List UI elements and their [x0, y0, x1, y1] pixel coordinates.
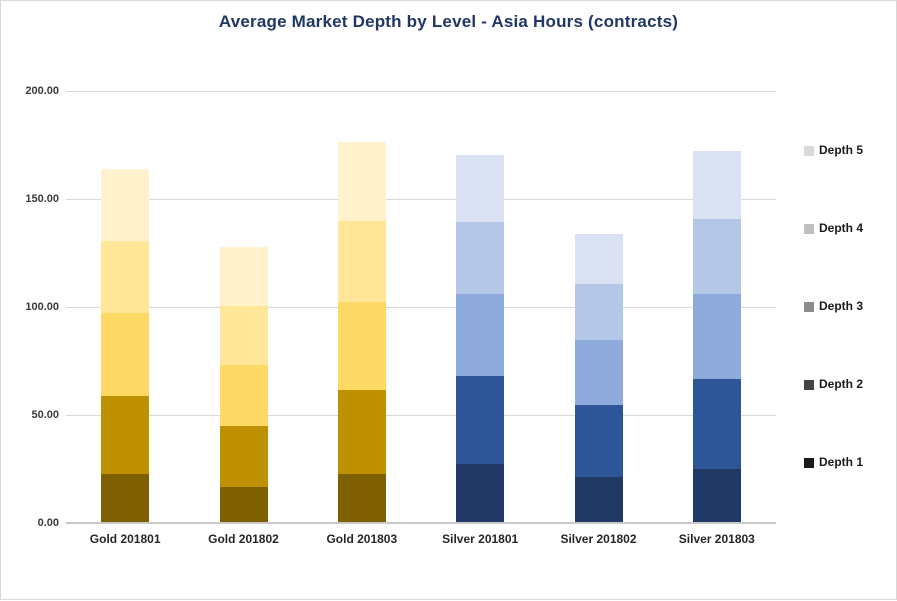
gold-201801-depth-4-segment — [101, 240, 150, 314]
gold-201801-depth-3-segment — [101, 313, 150, 397]
y-axis-tick-label: 200.00 — [25, 85, 59, 97]
silver-201801-depth-2-segment — [456, 376, 505, 464]
gold-201801-depth-1-segment — [101, 474, 150, 523]
legend-label: Depth 3 — [819, 299, 864, 313]
legend-label: Depth 5 — [819, 143, 864, 157]
silver-201801-depth-4-segment — [456, 221, 505, 295]
gridline — [66, 198, 776, 200]
x-axis-category-label: Silver 201802 — [560, 532, 637, 546]
gold-201803-depth-4-segment — [337, 221, 386, 303]
silver-201802-depth-4-segment — [574, 284, 623, 340]
gold-201801-depth-5-segment — [101, 169, 150, 241]
silver-201802-depth-5-segment — [574, 233, 623, 285]
legend-marker-icon — [804, 458, 814, 468]
legend-item-depth-4: Depth 4 — [804, 221, 894, 237]
legend-item-depth-1: Depth 1 — [804, 455, 894, 471]
gold-201802-depth-3-segment — [219, 364, 268, 427]
x-axis-category-label: Gold 201802 — [208, 532, 279, 546]
legend-marker-icon — [804, 302, 814, 312]
silver-201801-depth-3-segment — [456, 294, 505, 377]
legend-item-depth-2: Depth 2 — [804, 377, 894, 393]
x-axis-category-label: Gold 201801 — [89, 532, 161, 546]
silver-201802-depth-1-segment — [574, 477, 623, 523]
gridline — [66, 91, 776, 92]
gold-201802-depth-5-segment — [219, 247, 268, 306]
legend-marker-icon — [804, 146, 814, 156]
gold-201803-depth-5-segment — [337, 142, 386, 222]
silver-201801-depth-5-segment — [456, 154, 505, 222]
silver-201803-depth-4-segment — [692, 218, 741, 294]
gold-201802-depth-4-segment — [219, 305, 268, 365]
x-axis-category-label: Gold 201803 — [326, 532, 398, 546]
silver-201801-depth-1-segment — [456, 463, 505, 523]
gold-201802-depth-2-segment — [219, 426, 268, 487]
legend-marker-icon — [804, 224, 814, 234]
silver-201803-depth-3-segment — [692, 293, 741, 379]
chart-title: Average Market Depth by Level - Asia Hou… — [218, 12, 679, 31]
gold-201803-depth-1-segment — [337, 473, 386, 523]
x-axis-category-label: Silver 201803 — [678, 532, 755, 546]
y-axis-tick-label: 100.00 — [25, 300, 59, 313]
legend-item-depth-3: Depth 3 — [804, 299, 894, 315]
legend-label: Depth 2 — [819, 377, 864, 391]
silver-201803-depth-5-segment — [692, 150, 741, 219]
y-axis-tick-label: 150.00 — [25, 192, 59, 205]
legend-marker-icon — [804, 380, 814, 390]
legend-label: Depth 1 — [819, 455, 864, 469]
silver-201802-depth-3-segment — [574, 339, 623, 405]
silver-201803-depth-1-segment — [692, 469, 741, 523]
x-axis-line — [66, 522, 776, 524]
x-axis-category-label: Silver 201801 — [442, 532, 519, 546]
y-axis-tick-label: 50.00 — [31, 408, 59, 421]
gold-201803-depth-3-segment — [337, 302, 386, 390]
y-axis-tick-label: 0.00 — [37, 516, 59, 529]
silver-201803-depth-2-segment — [692, 378, 741, 470]
gridline — [66, 306, 776, 308]
gold-201801-depth-2-segment — [101, 396, 150, 475]
silver-201802-depth-2-segment — [574, 404, 623, 478]
legend-label: Depth 4 — [819, 221, 864, 235]
gridline — [66, 414, 776, 416]
gold-201802-depth-1-segment — [219, 486, 268, 523]
legend-item-depth-5: Depth 5 — [804, 143, 894, 159]
gold-201803-depth-2-segment — [337, 389, 386, 474]
